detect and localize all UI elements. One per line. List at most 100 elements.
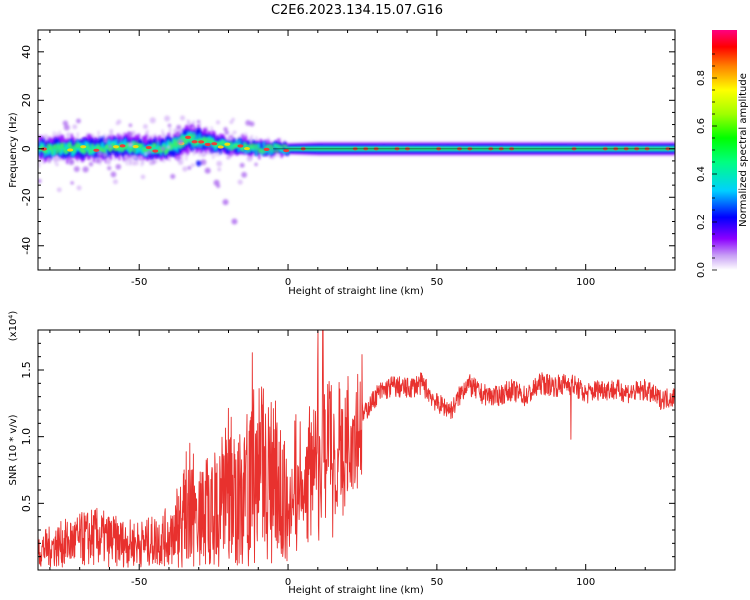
heat-cell — [145, 148, 148, 152]
spectrogram-frame — [37, 29, 676, 271]
heat-cell — [40, 144, 44, 149]
heat-cell — [81, 147, 84, 154]
heat-cell — [259, 142, 262, 152]
heat-hotspot — [112, 145, 119, 149]
heat-specks — [38, 115, 258, 225]
heat-cell — [151, 149, 154, 153]
heat-cell — [64, 149, 67, 154]
heat-speck — [149, 117, 156, 124]
snr-panel: -50 0 50 100 0.5 1.0 1.5 Height of straight li… — [8, 311, 676, 596]
heat-cell — [158, 145, 161, 150]
heat-cell — [45, 147, 48, 154]
colorbar-tick-label: 0.2 — [696, 214, 707, 230]
spectrogram-axes: -50 0 50 100 40 20 0 -20 -40 — [20, 30, 676, 288]
heat-cell — [113, 140, 116, 148]
heat-speck — [190, 163, 195, 168]
heat-hotspot — [198, 140, 205, 144]
top-x-tick-label: 100 — [576, 277, 595, 288]
heat-speck — [47, 158, 52, 163]
top-y-tick-label: 20 — [20, 93, 33, 107]
heat-cell — [52, 145, 55, 157]
heat-cell — [58, 147, 61, 153]
heat-cell — [234, 143, 237, 148]
heat-cell — [48, 145, 51, 151]
heat-cell — [229, 143, 233, 151]
heat-speck — [226, 155, 231, 160]
heat-cell — [75, 145, 78, 152]
heat-cell — [221, 140, 224, 144]
heat-cell — [67, 142, 70, 148]
top-y-tick-label: 0 — [20, 145, 33, 152]
heat-hotspot — [185, 135, 192, 139]
heat-cell — [218, 143, 221, 147]
heat-cell — [137, 144, 140, 149]
heat-cell — [136, 145, 139, 154]
heat-cell — [112, 142, 115, 148]
heat-cell — [264, 142, 267, 151]
heat-speck — [76, 185, 82, 191]
heat-cell — [152, 142, 155, 149]
heat-cell — [57, 144, 60, 149]
heat-cell — [243, 143, 246, 148]
heat-hotspot — [119, 144, 126, 148]
heat-cell — [216, 142, 219, 147]
heat-cell — [52, 144, 55, 149]
top-y-tick-label: -20 — [20, 188, 33, 206]
top-y-tick-label: -40 — [20, 237, 33, 255]
heat-speck — [128, 123, 133, 128]
heat-hotspot — [211, 142, 218, 146]
heat-cell — [124, 145, 127, 150]
heat-cell — [185, 139, 188, 145]
heat-hotspot — [204, 142, 211, 147]
heat-speck — [216, 120, 221, 125]
heat-tail-speck — [213, 179, 220, 186]
heat-cell — [183, 136, 186, 143]
heat-hotspot — [152, 149, 159, 153]
heat-cell — [277, 144, 280, 148]
heat-cell — [262, 150, 265, 153]
heat-cell — [134, 141, 137, 148]
heat-cell — [91, 145, 94, 156]
heat-speck — [73, 166, 80, 173]
heat-cell — [238, 139, 242, 147]
heat-speck — [229, 120, 234, 125]
heat-cell — [222, 141, 225, 145]
figure-title: C2E6.2023.134.15.07.G16 — [271, 3, 443, 18]
heat-cell — [194, 140, 197, 146]
heat-speck — [191, 126, 195, 130]
heat-cell — [106, 144, 109, 157]
heat-speck — [70, 181, 74, 185]
heat-cell — [237, 144, 240, 153]
heat-cell — [149, 146, 152, 152]
heat-cell — [110, 144, 114, 150]
heat-cell — [140, 147, 143, 155]
heat-cell — [125, 143, 128, 149]
heat-cell — [84, 140, 87, 151]
heat-cell — [96, 146, 99, 152]
heat-cell — [127, 144, 130, 152]
heat-cell — [270, 144, 273, 148]
heat-cell — [232, 144, 236, 149]
heat-cell — [218, 140, 221, 148]
heat-speck — [187, 165, 192, 170]
heat-cell — [39, 145, 42, 157]
snr-y-label: SNR (10 * v/v) — [8, 414, 19, 485]
heat-cell — [265, 145, 268, 148]
heat-cell — [250, 146, 253, 150]
heat-speck — [55, 162, 59, 167]
heat-cell — [252, 146, 255, 152]
heat-speck — [182, 166, 188, 172]
heat-speck — [128, 142, 133, 147]
heat-hotspot — [191, 140, 198, 144]
heat-cell — [252, 143, 255, 148]
heat-cell — [273, 142, 276, 149]
heat-cell — [225, 145, 228, 148]
heat-speck — [227, 136, 233, 142]
heat-cell — [118, 146, 121, 151]
heat-speck — [241, 171, 248, 178]
heat-speck — [166, 145, 171, 149]
heat-cell — [204, 140, 207, 145]
heat-cell — [88, 149, 91, 155]
heat-cell — [46, 148, 50, 156]
heat-cell — [128, 148, 131, 152]
